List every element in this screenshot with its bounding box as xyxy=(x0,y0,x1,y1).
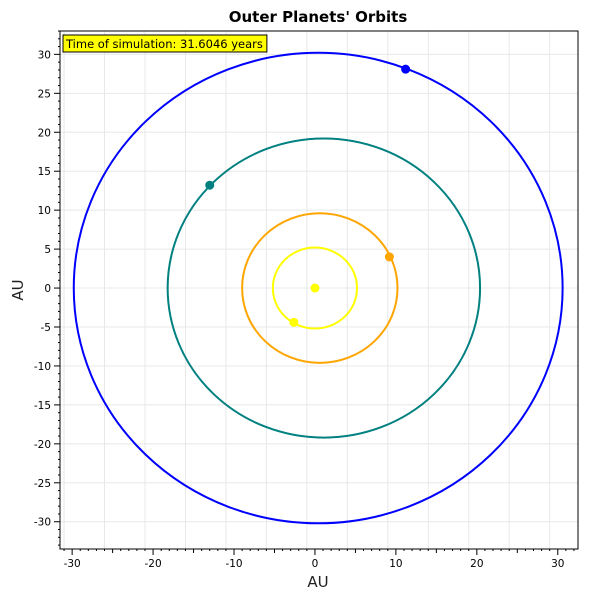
y-tick-labels: 30 25 20 15 10 5 0 -5 -10 -15 -20 -25 -30 xyxy=(34,49,51,528)
planet-marker-2 xyxy=(384,252,394,262)
orbit-path-1 xyxy=(271,246,359,330)
y-axis-label: AU xyxy=(9,279,27,300)
x-tick-labels: -30 -20 -10 0 10 20 30 xyxy=(64,558,565,570)
y-tick-label: 25 xyxy=(38,88,51,100)
y-tick-label: -25 xyxy=(34,478,51,490)
axis-ticks xyxy=(54,30,575,555)
x-tick-label: 30 xyxy=(551,558,564,570)
y-tick-label: -5 xyxy=(41,322,51,334)
x-axis-label: AU xyxy=(307,573,328,591)
y-tick-label: 20 xyxy=(38,127,51,139)
chart-title: Outer Planets' Orbits xyxy=(229,8,408,26)
orbits xyxy=(72,51,564,525)
y-tick-label: 10 xyxy=(38,205,51,217)
annotation-box xyxy=(62,34,268,53)
y-tick-label: 30 xyxy=(38,49,51,61)
planet-marker-1 xyxy=(289,317,299,327)
orbit-path-2 xyxy=(241,212,399,364)
y-tick-label: -10 xyxy=(34,361,51,373)
planet-marker-3 xyxy=(205,180,215,190)
orbit-path-3 xyxy=(166,137,482,439)
x-tick-label: -20 xyxy=(145,558,162,570)
sun-marker xyxy=(310,283,320,293)
time-annotation: Time of simulation: 31.6046 years xyxy=(62,34,268,53)
orbit-path-4 xyxy=(72,51,564,525)
x-tick-label: -10 xyxy=(225,558,242,570)
y-tick-label: -15 xyxy=(34,400,51,412)
x-tick-label: -30 xyxy=(64,558,81,570)
plot-frame xyxy=(59,30,579,550)
y-tick-label: -30 xyxy=(34,517,51,529)
y-tick-label: 15 xyxy=(38,166,51,178)
x-tick-label: 20 xyxy=(470,558,483,570)
annotation-text: Time of simulation: 31.6046 years xyxy=(65,37,263,51)
planets xyxy=(205,64,411,327)
y-tick-label: 0 xyxy=(44,283,51,295)
y-tick-label: -20 xyxy=(34,439,51,451)
x-tick-label: 10 xyxy=(389,558,402,570)
planet-marker-4 xyxy=(401,64,411,74)
x-tick-label: 0 xyxy=(312,558,319,570)
y-tick-label: 5 xyxy=(44,244,51,256)
grid xyxy=(60,31,578,549)
